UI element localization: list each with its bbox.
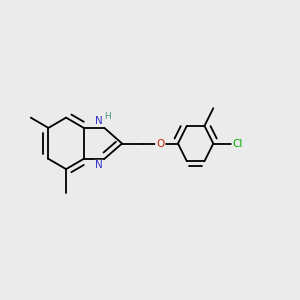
Text: O: O: [156, 139, 164, 148]
Text: Cl: Cl: [232, 139, 243, 148]
Text: N: N: [95, 160, 103, 170]
Text: H: H: [104, 112, 111, 122]
Text: N: N: [95, 116, 103, 126]
